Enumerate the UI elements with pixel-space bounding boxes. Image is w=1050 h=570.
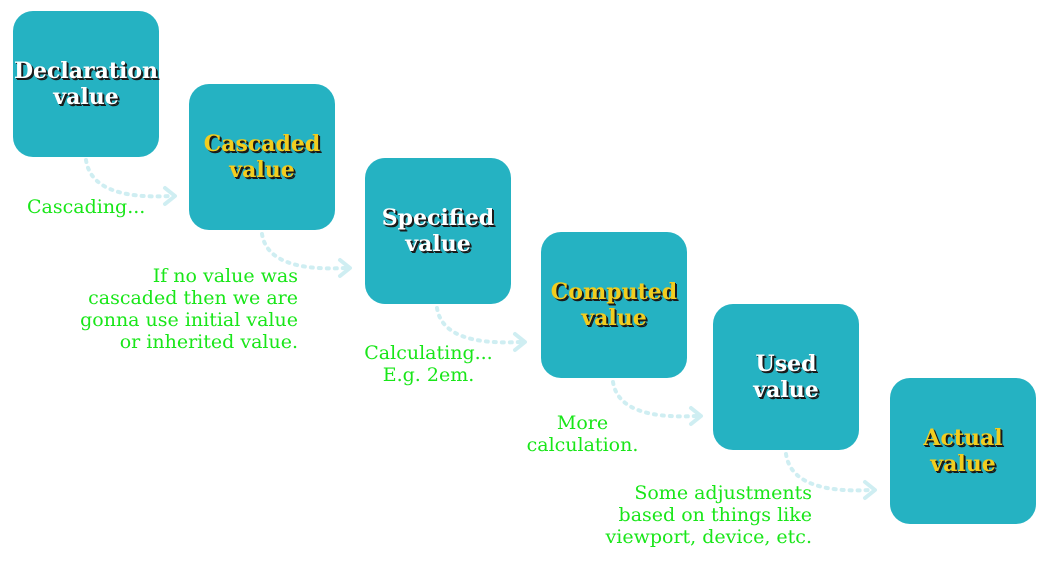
arrow-specified-to-computed xyxy=(435,306,527,352)
arrow-cascaded-to-specified xyxy=(260,232,352,278)
step-declaration-value: Declaration value xyxy=(13,11,159,157)
note-cascading: Cascading... xyxy=(27,196,146,218)
step-actual-value: Actual value xyxy=(890,378,1036,524)
note-no-value-cascaded: If no value was cascaded then we are gon… xyxy=(80,265,298,353)
step-label: Cascaded value xyxy=(203,131,321,183)
step-label: Actual value xyxy=(923,425,1003,477)
arrow-computed-to-used xyxy=(611,380,703,426)
step-computed-value: Computed value xyxy=(541,232,687,378)
note-calculating: Calculating... E.g. 2em. xyxy=(364,342,493,386)
step-specified-value: Specified value xyxy=(365,158,511,304)
step-label: Specified value xyxy=(381,205,495,257)
step-label: Used value xyxy=(753,351,819,403)
arrow-declaration-to-cascaded xyxy=(84,158,177,206)
note-more-calculation: More calculation. xyxy=(526,412,639,456)
note-adjustments: Some adjustments based on things like vi… xyxy=(605,482,812,548)
step-label: Computed value xyxy=(550,279,678,331)
step-label: Declaration value xyxy=(13,58,159,110)
arrow-used-to-actual xyxy=(784,452,877,500)
step-cascaded-value: Cascaded value xyxy=(189,84,335,230)
step-used-value: Used value xyxy=(713,304,859,450)
